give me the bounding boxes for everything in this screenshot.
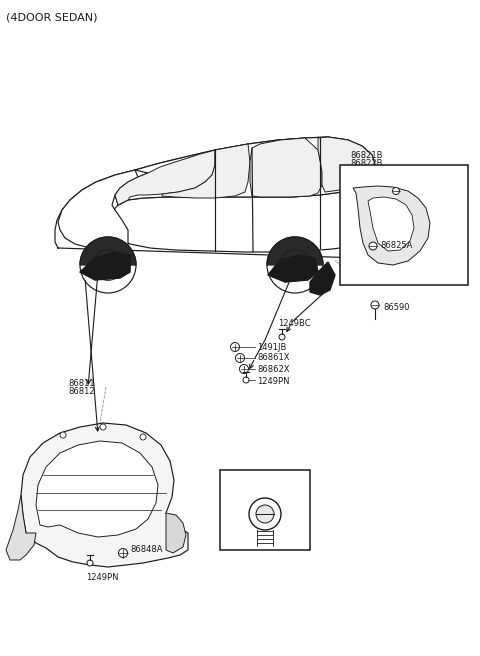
Text: 86825A: 86825A <box>380 241 412 251</box>
Polygon shape <box>162 144 250 198</box>
Text: (4DOOR SEDAN): (4DOOR SEDAN) <box>6 12 97 22</box>
Polygon shape <box>115 137 375 205</box>
Text: 1125GB: 1125GB <box>242 477 288 487</box>
Polygon shape <box>58 170 138 250</box>
Circle shape <box>243 377 249 383</box>
Text: 86821B: 86821B <box>350 150 383 159</box>
Polygon shape <box>268 255 318 282</box>
Polygon shape <box>166 513 186 553</box>
Polygon shape <box>36 441 158 537</box>
Text: 1249BC: 1249BC <box>278 319 311 329</box>
Text: 1249PN: 1249PN <box>257 377 289 386</box>
Circle shape <box>249 498 281 530</box>
Circle shape <box>393 188 399 194</box>
Polygon shape <box>80 237 136 265</box>
Polygon shape <box>6 495 36 560</box>
Polygon shape <box>115 150 215 205</box>
Circle shape <box>119 548 128 558</box>
Polygon shape <box>80 252 130 280</box>
Text: 86811: 86811 <box>68 379 95 388</box>
Bar <box>220 470 310 550</box>
Polygon shape <box>318 137 375 192</box>
Text: 1249PN: 1249PN <box>86 573 119 581</box>
Circle shape <box>236 354 244 363</box>
Circle shape <box>279 334 285 340</box>
Circle shape <box>87 560 93 566</box>
Circle shape <box>60 432 66 438</box>
Polygon shape <box>310 262 335 295</box>
Text: 86862X: 86862X <box>257 365 289 373</box>
Polygon shape <box>267 237 323 265</box>
Text: 86848A: 86848A <box>130 546 163 554</box>
Circle shape <box>369 242 377 250</box>
Circle shape <box>240 365 249 373</box>
Polygon shape <box>368 197 414 251</box>
Circle shape <box>230 342 240 352</box>
Text: 86861X: 86861X <box>257 354 289 363</box>
Text: 1491JB: 1491JB <box>257 342 287 352</box>
Text: 1335CC: 1335CC <box>419 170 460 180</box>
Circle shape <box>371 301 379 309</box>
Text: 86590: 86590 <box>383 302 409 312</box>
Text: 86822B: 86822B <box>350 159 383 167</box>
Bar <box>340 165 468 285</box>
Text: 86812: 86812 <box>68 388 95 396</box>
Circle shape <box>140 434 146 440</box>
Polygon shape <box>250 138 322 197</box>
Circle shape <box>100 424 106 430</box>
Polygon shape <box>21 423 188 567</box>
Polygon shape <box>353 186 430 265</box>
Circle shape <box>256 505 274 523</box>
